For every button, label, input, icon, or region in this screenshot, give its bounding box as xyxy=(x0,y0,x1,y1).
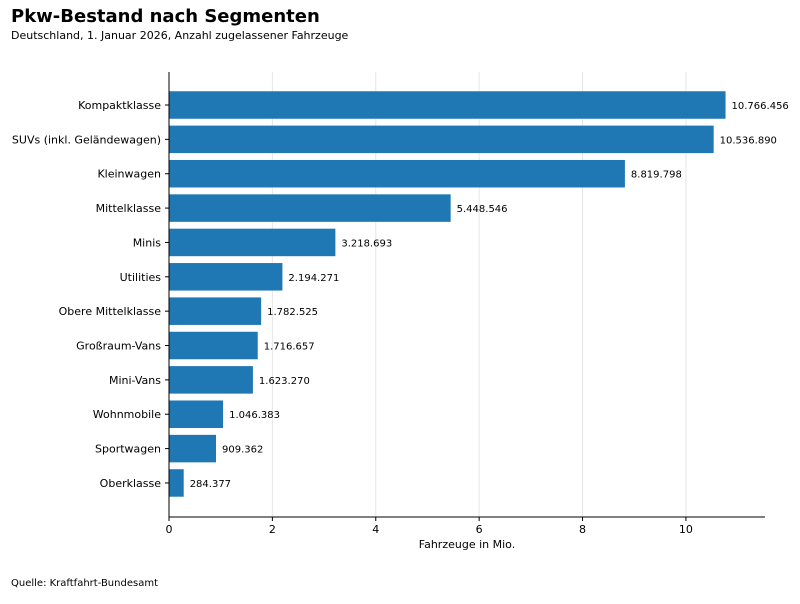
x-tick-label: 6 xyxy=(476,523,483,536)
bar xyxy=(169,434,217,463)
bar xyxy=(169,125,714,154)
source-note: Quelle: Kraftfahrt-Bundesamt xyxy=(11,578,158,589)
x-tick-label: 8 xyxy=(579,523,586,536)
category-label: Minis xyxy=(133,236,162,249)
chart-title: Pkw-Bestand nach Segmenten xyxy=(11,6,320,27)
category-label: Großraum-Vans xyxy=(76,340,161,353)
data-label: 3.218.693 xyxy=(341,238,392,249)
bar xyxy=(169,400,224,428)
x-axis-label: Fahrzeuge in Mio. xyxy=(419,538,515,551)
category-label: Mini-Vans xyxy=(109,374,161,387)
category-label: SUVs (inkl. Geländewagen) xyxy=(12,133,161,146)
x-tick-label: 10 xyxy=(679,523,693,536)
bar xyxy=(169,263,283,291)
category-label: Obere Mittelklasse xyxy=(59,305,162,318)
data-label: 1.716.657 xyxy=(264,342,315,353)
category-label: Oberklasse xyxy=(100,477,162,490)
category-label: Wohnmobile xyxy=(93,408,161,421)
data-label: 8.819.798 xyxy=(631,170,682,181)
category-label: Kompaktklasse xyxy=(78,99,161,112)
data-label: 1.782.525 xyxy=(267,307,318,318)
category-label: Mittelklasse xyxy=(96,202,162,215)
bar xyxy=(169,331,258,360)
chart-subtitle: Deutschland, 1. Januar 2026, Anzahl zuge… xyxy=(11,29,349,42)
data-label: 284.377 xyxy=(190,479,231,490)
data-label: 1.623.270 xyxy=(259,376,310,387)
category-label: Kleinwagen xyxy=(97,168,161,181)
data-label: 2.194.271 xyxy=(288,273,339,284)
bar xyxy=(169,91,726,119)
bar xyxy=(169,469,184,497)
x-tick-label: 4 xyxy=(372,523,379,536)
bars: Kompaktklasse 10.766.456 SUVs (inkl. Gelän… xyxy=(12,91,789,497)
x-ticks: 0 2 4 6 8 10 xyxy=(166,517,693,536)
data-label: 909.362 xyxy=(222,445,263,456)
bar xyxy=(169,194,451,222)
bar xyxy=(169,228,336,257)
data-label: 1.046.383 xyxy=(229,410,280,421)
data-label: 10.536.890 xyxy=(720,135,777,146)
data-label: 5.448.546 xyxy=(457,204,508,215)
x-tick-label: 0 xyxy=(166,523,173,536)
bar xyxy=(169,159,625,188)
bar xyxy=(169,297,262,325)
data-label: 10.766.456 xyxy=(732,101,789,112)
bar xyxy=(169,366,253,394)
category-label: Sportwagen xyxy=(95,443,161,456)
category-label: Utilities xyxy=(120,271,162,284)
x-tick-label: 2 xyxy=(269,523,276,536)
